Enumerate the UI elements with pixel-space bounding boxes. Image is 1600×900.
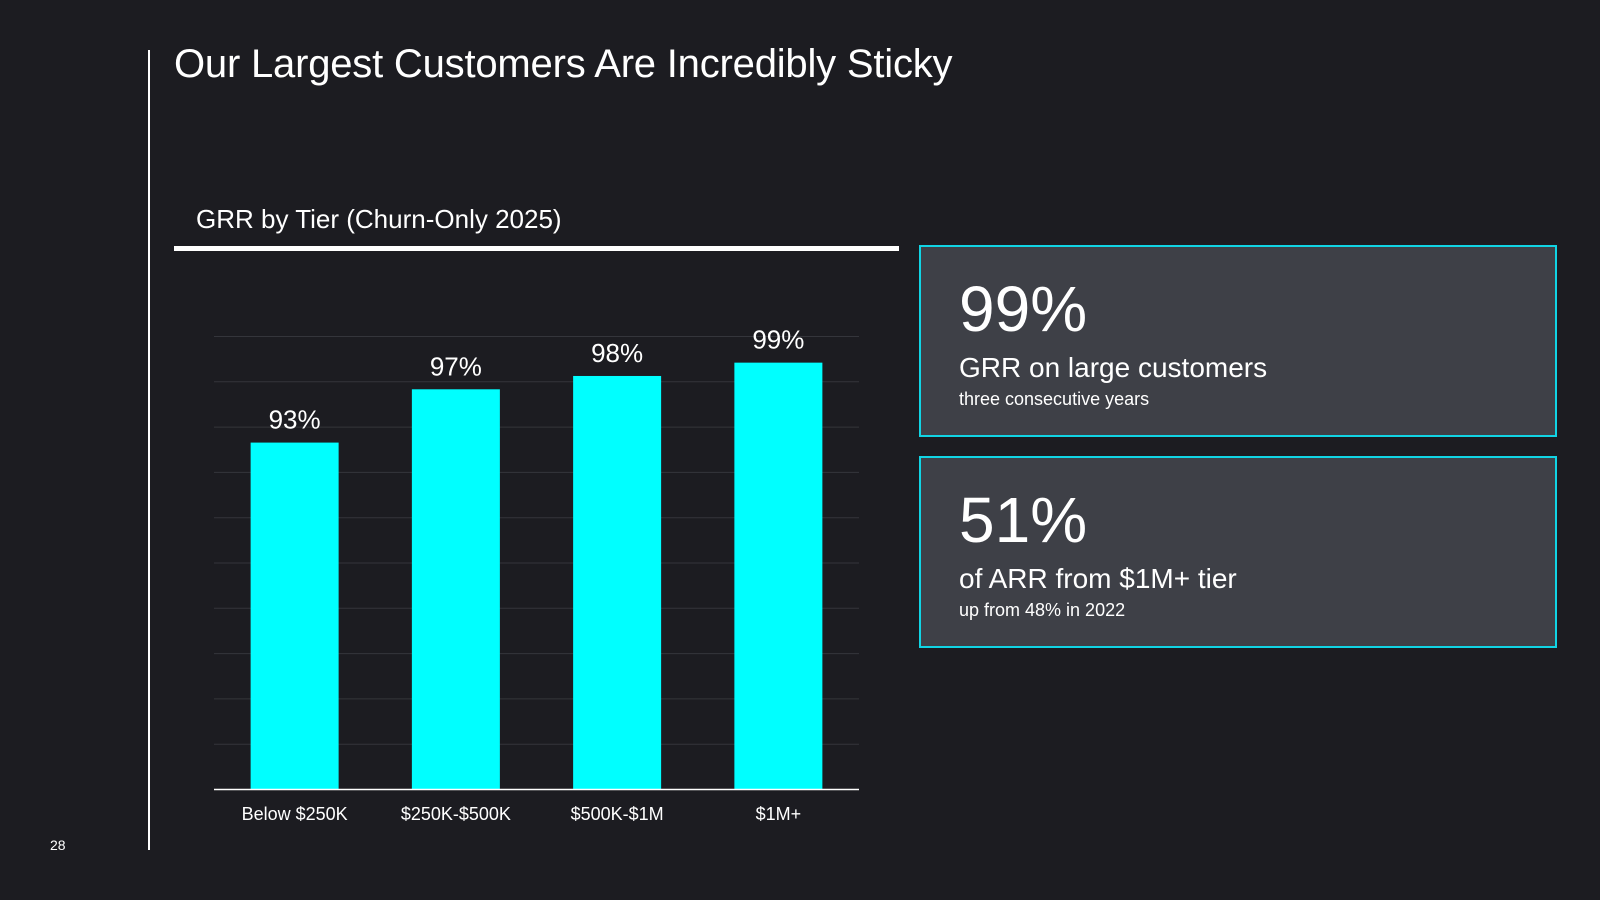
vertical-divider	[148, 50, 150, 850]
slide-title: Our Largest Customers Are Incredibly Sti…	[174, 42, 953, 86]
x-tick-label: $250K-$500K	[401, 804, 511, 824]
kpi-card-grr: 99% GRR on large customers three consecu…	[919, 245, 1557, 437]
bar	[734, 362, 823, 789]
kpi-subtext: three consecutive years	[959, 389, 1150, 409]
kpi-subtext: up from 48% in 2022	[959, 600, 1126, 620]
chart-title: GRR by Tier (Churn-Only 2025)	[196, 204, 562, 234]
data-label: 98%	[591, 338, 643, 368]
x-tick-label: $500K-$1M	[571, 804, 664, 824]
x-tick-label: $1M+	[756, 804, 802, 824]
page-number: 28	[50, 837, 66, 853]
bar	[573, 375, 662, 789]
x-tick-label: Below $250K	[242, 804, 348, 824]
bar	[411, 389, 500, 789]
kpi-value: 99%	[959, 273, 1088, 345]
data-label: 93%	[269, 405, 321, 435]
kpi-label: GRR on large customers	[959, 352, 1268, 383]
data-label: 97%	[430, 351, 482, 381]
data-label: 99%	[752, 325, 804, 355]
chart-title-rule	[174, 246, 899, 251]
bar	[250, 442, 339, 789]
kpi-label: of ARR from $1M+ tier	[959, 563, 1237, 594]
kpi-value: 51%	[959, 484, 1088, 556]
kpi-card-arr: 51% of ARR from $1M+ tier up from 48% in…	[919, 456, 1557, 648]
